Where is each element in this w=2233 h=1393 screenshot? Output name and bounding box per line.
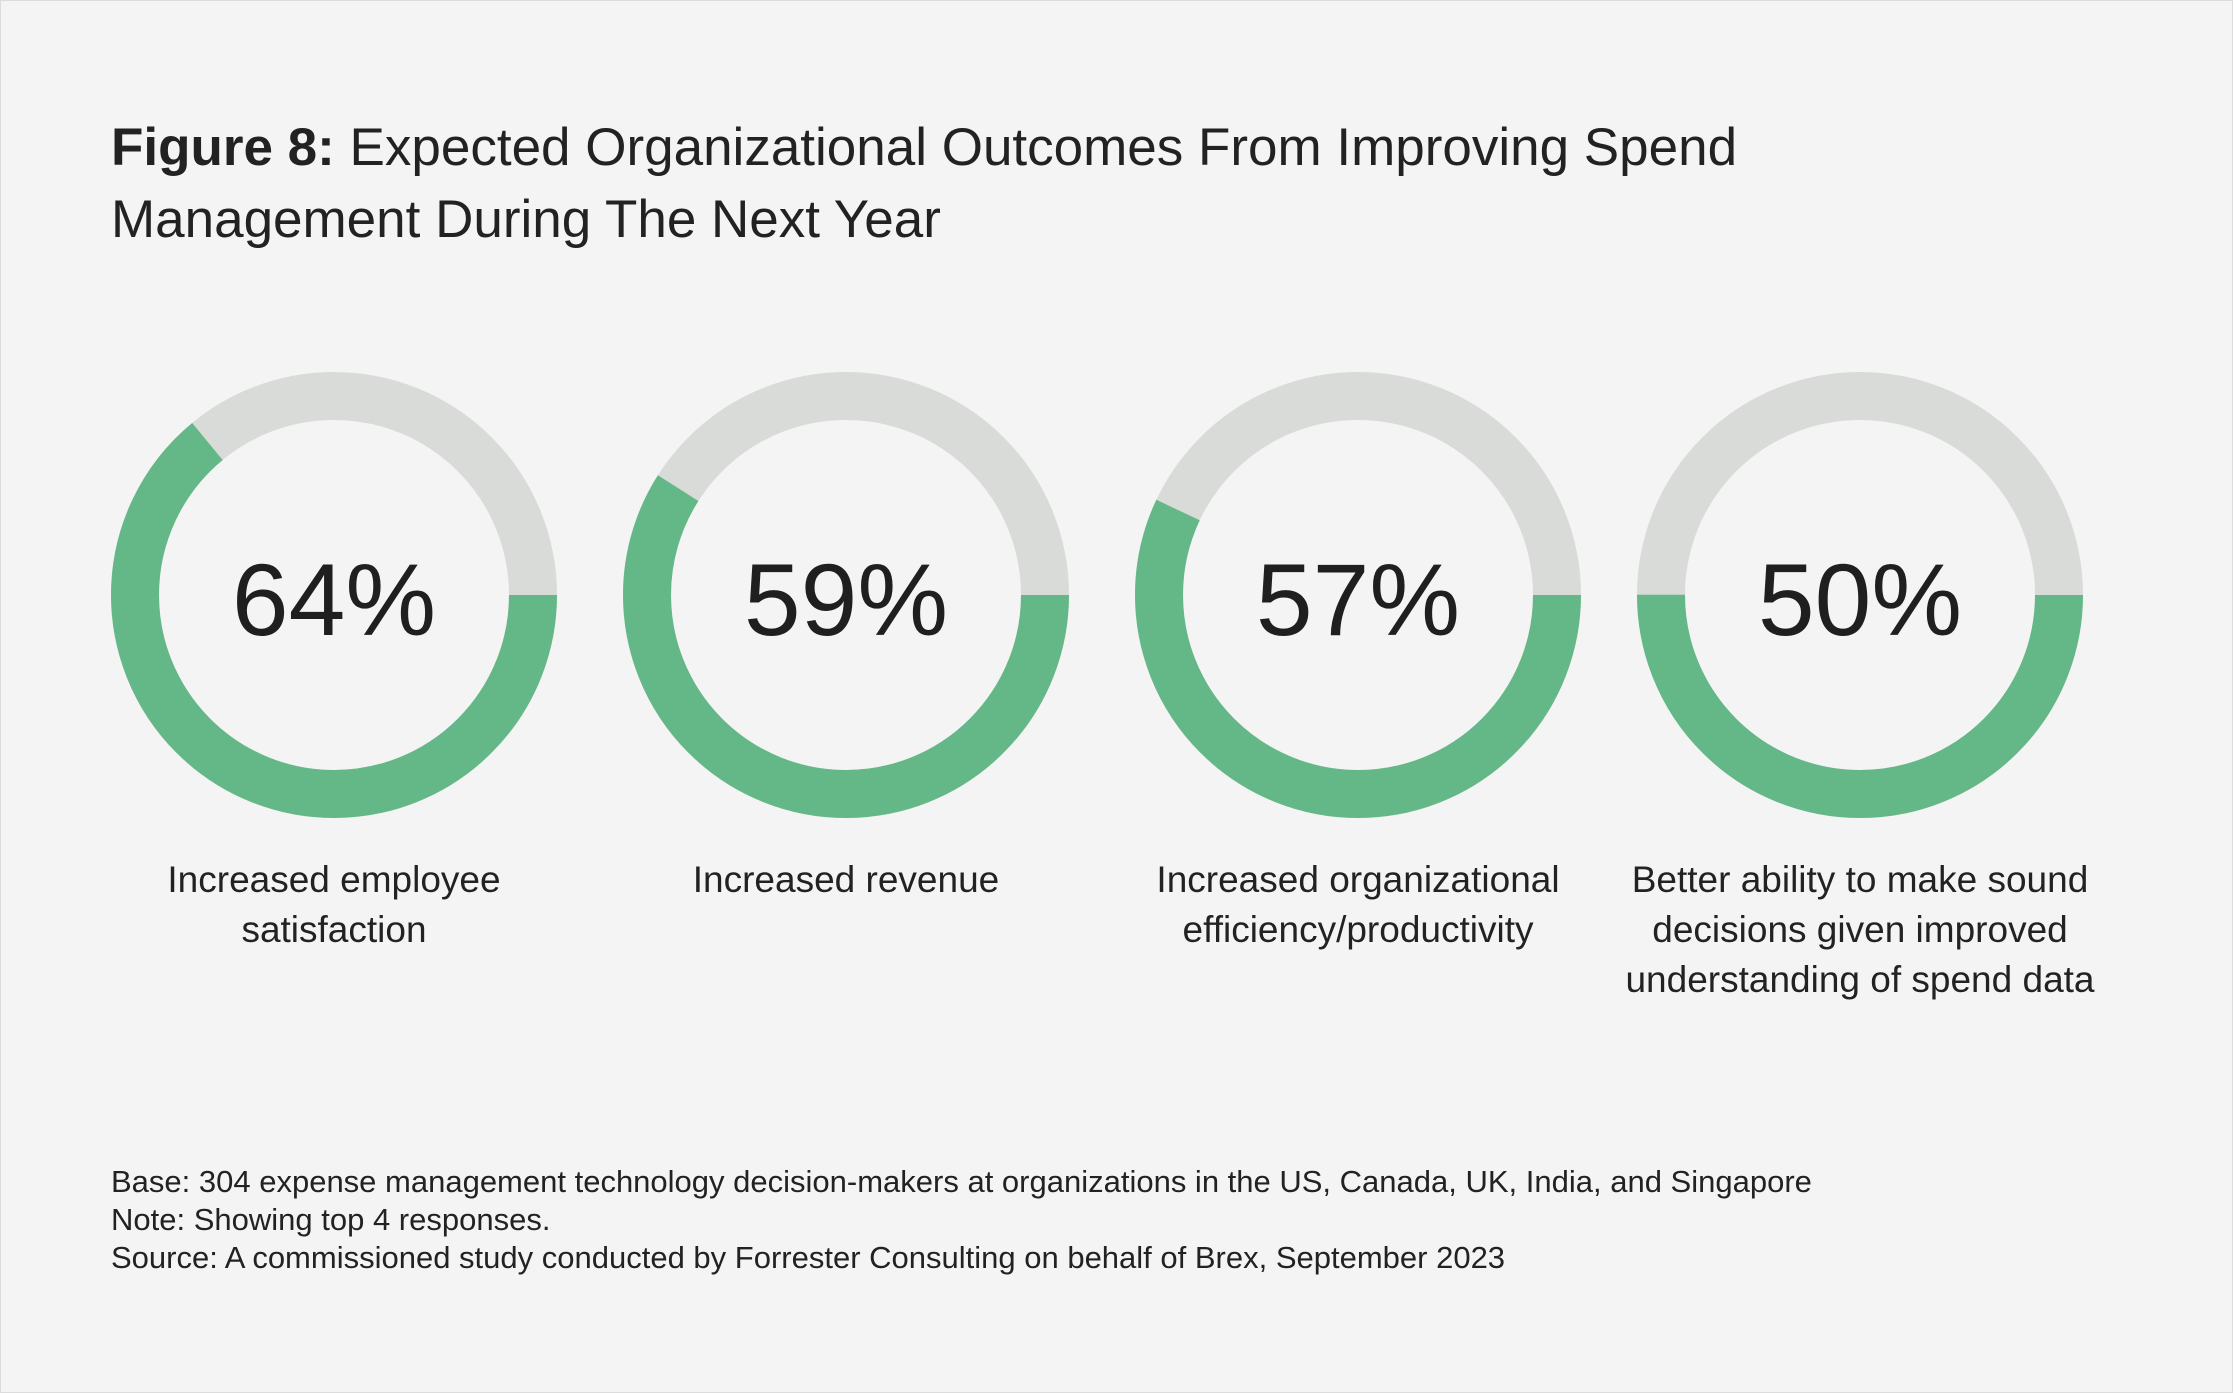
- figure-title-text: Expected Organizational Outcomes From Im…: [111, 118, 1738, 249]
- donut-ring: [623, 372, 1069, 818]
- donut-value-arc: [1637, 372, 2083, 818]
- donut-chart-decisions: 50%: [1635, 370, 2085, 820]
- donut-value-label: 64%: [231, 543, 437, 657]
- donut-value-arc: [111, 372, 557, 818]
- category-label: Increased revenue: [692, 859, 1000, 900]
- category-label: Better ability to make sound decisions g…: [1625, 859, 2095, 1000]
- donut-value-arc: [1135, 372, 1581, 818]
- figure-number: Figure 8:: [111, 118, 335, 177]
- donut-value-label: 59%: [743, 543, 949, 657]
- donut-value-arc: [623, 372, 1069, 818]
- donut-chart-employee-satisfaction: 64%: [109, 370, 559, 820]
- donut-ring: [1135, 372, 1581, 818]
- donut-chart-efficiency: 57%: [1133, 370, 1583, 820]
- category-label: Increased employee satisfaction: [167, 859, 501, 950]
- donut-value-label: 57%: [1255, 543, 1461, 657]
- footnotes: Base: 304 expense management technology …: [111, 1163, 1812, 1277]
- donut-ring: [111, 372, 557, 818]
- base-note: Base: 304 expense management technology …: [111, 1164, 1812, 1199]
- donut-value-label: 50%: [1757, 543, 1963, 657]
- donut-chart-revenue: 59%: [621, 370, 1071, 820]
- category-label: Increased organizational efficiency/prod…: [1156, 859, 1560, 950]
- source-note: Source: A commissioned study conducted b…: [111, 1240, 1506, 1275]
- response-note: Note: Showing top 4 responses.: [111, 1202, 551, 1237]
- figure-title: Figure 8: Expected Organizational Outcom…: [111, 112, 2011, 256]
- donut-ring: [1637, 372, 2083, 818]
